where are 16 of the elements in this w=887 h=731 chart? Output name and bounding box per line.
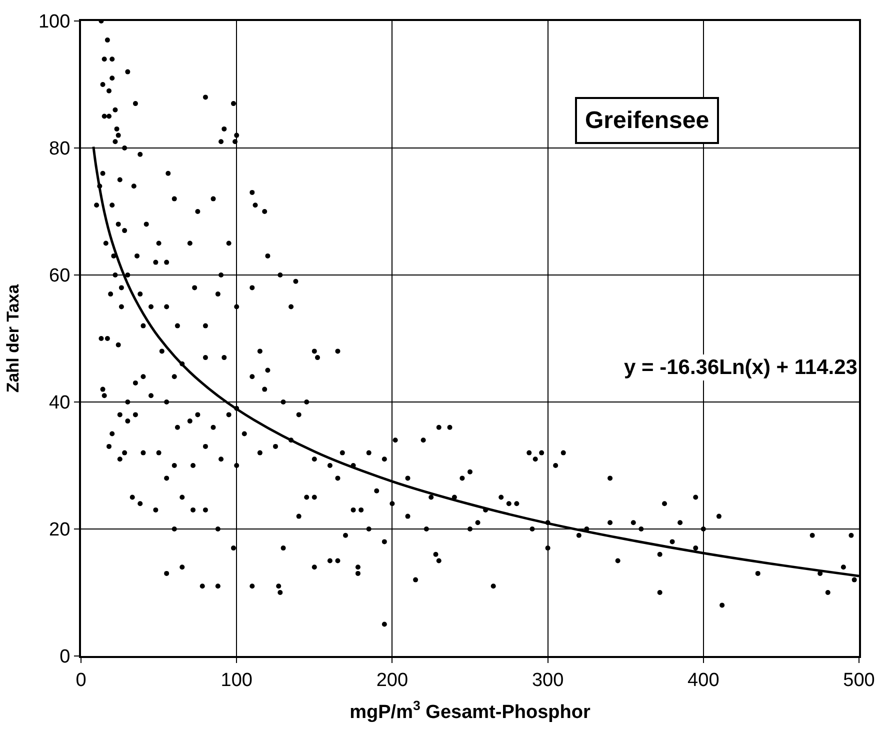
x-tick-label: 0	[76, 670, 86, 691]
annotation: Greifensee	[585, 107, 710, 134]
x-tick-label: 400	[688, 670, 720, 691]
y-tick-label: 60	[49, 266, 70, 287]
y-tick-label: 40	[49, 392, 70, 414]
x-tick-label: 200	[376, 670, 408, 691]
x-tick-label: 300	[532, 670, 564, 691]
x-axis-title: mgP/m$^{3}$ Gesamt-Phosphor	[350, 698, 591, 724]
y-tick-label: 20	[49, 520, 70, 541]
annotation: y = -16.36Ln(x) + 114.23	[624, 356, 858, 379]
x-tick-label: 100	[220, 670, 252, 691]
y-tick-label: 0	[60, 646, 70, 668]
y-tick-label: 80	[49, 138, 70, 160]
y-tick-label: 100	[38, 12, 70, 33]
x-tick-label: 500	[843, 670, 875, 691]
y-axis-title: Zahl der Taxa	[4, 284, 23, 393]
